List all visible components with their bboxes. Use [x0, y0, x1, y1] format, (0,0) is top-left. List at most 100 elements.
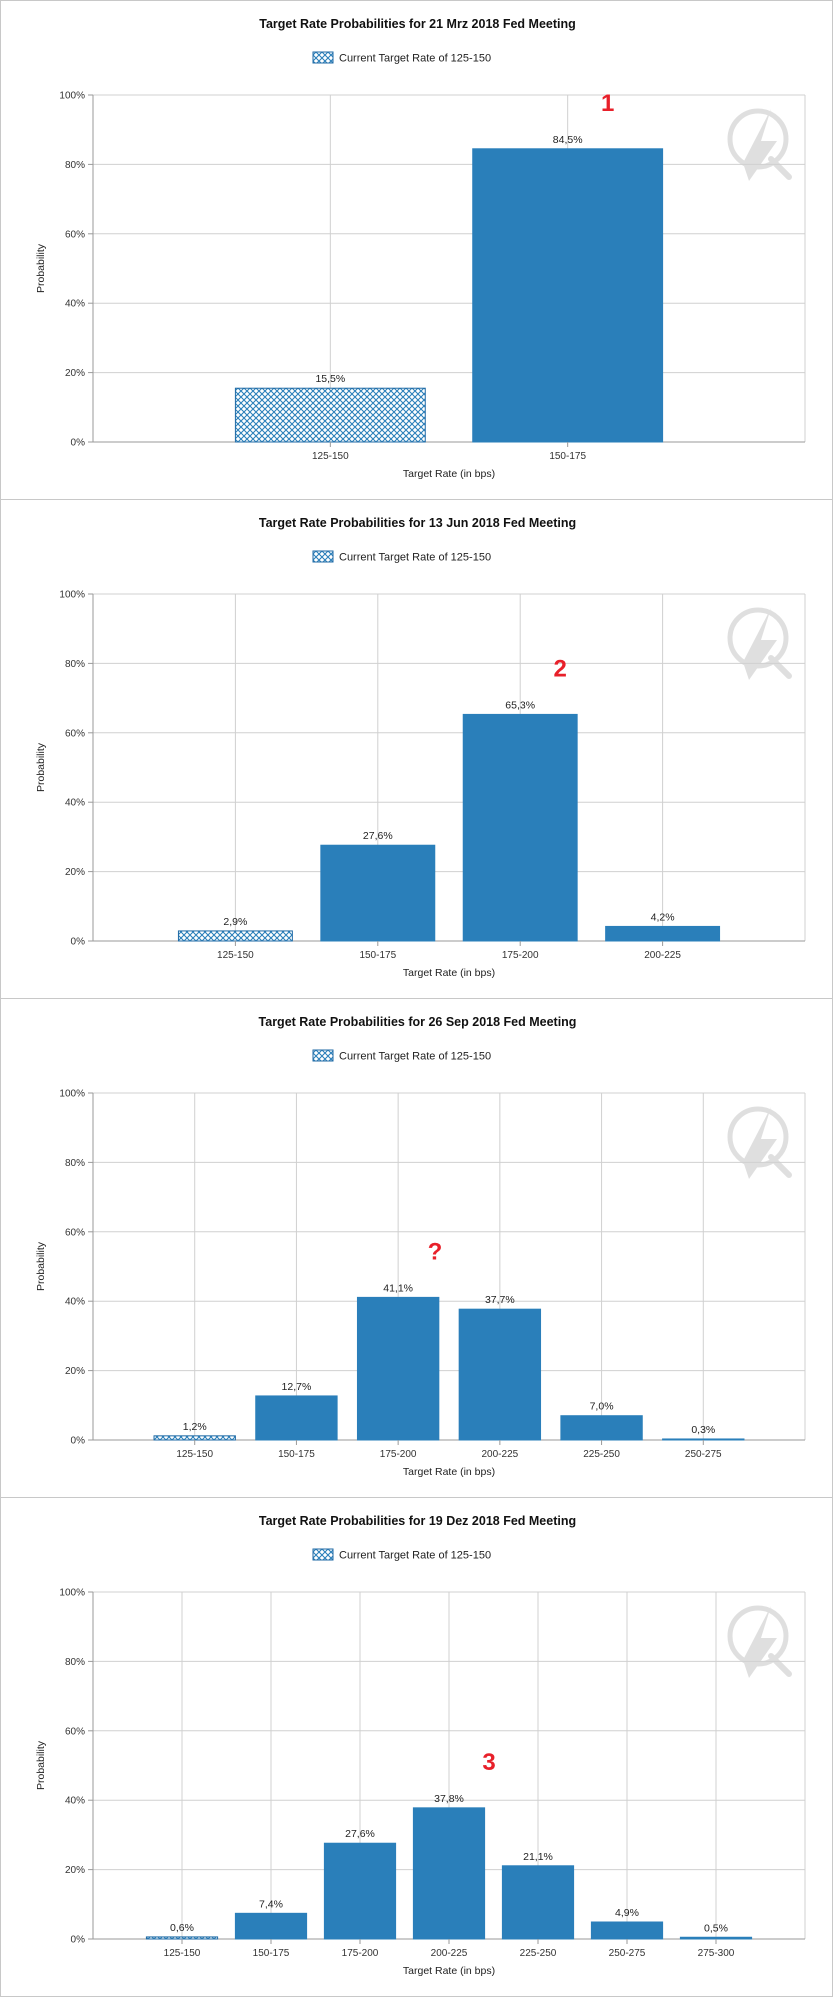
ytick-label: 80%: [65, 1158, 85, 1169]
xtick-label: 125-150: [176, 1449, 213, 1460]
bar-value-label: 0,5%: [704, 1922, 728, 1934]
annotation-marker: ?: [428, 1238, 443, 1265]
bar-175-200: [462, 713, 578, 942]
legend-swatch: [312, 550, 334, 563]
ytick-label: 100%: [59, 1089, 85, 1100]
xtick-label: 150-175: [359, 950, 396, 961]
xtick-label: 250-275: [609, 1948, 646, 1959]
bar-value-label: 4,2%: [651, 911, 675, 923]
bar-275-300: [679, 1936, 753, 1940]
xtick-label: 125-150: [164, 1948, 201, 1959]
chart-panel-4: Target Rate Probabilities for 19 Dez 201…: [0, 1497, 833, 1997]
ytick-label: 80%: [65, 160, 85, 171]
x-axis-title: Target Rate (in bps): [403, 1466, 495, 1478]
chart-svg: Target Rate Probabilities for 19 Dez 201…: [35, 1514, 806, 1977]
ytick-label: 80%: [65, 1657, 85, 1668]
y-axis-title: Probability: [35, 243, 47, 293]
xtick-label: 175-200: [502, 950, 539, 961]
legend-label: Current Target Rate of 125-150: [339, 1550, 491, 1562]
bar-value-label: 2,9%: [223, 916, 247, 928]
ytick-label: 100%: [59, 590, 85, 601]
ytick-label: 80%: [65, 659, 85, 670]
chart-panel-3: Target Rate Probabilities for 26 Sep 201…: [0, 998, 833, 1498]
chart-title: Target Rate Probabilities for 21 Mrz 201…: [259, 17, 576, 31]
ytick-label: 40%: [65, 1297, 85, 1308]
bar-value-label: 7,0%: [590, 1401, 614, 1413]
legend-label: Current Target Rate of 125-150: [339, 552, 491, 564]
ytick-label: 20%: [65, 368, 85, 379]
bar-125-150: [153, 1435, 236, 1441]
x-axis-title: Target Rate (in bps): [403, 1965, 495, 1977]
chart-title: Target Rate Probabilities for 26 Sep 201…: [259, 1015, 577, 1029]
xtick-label: 125-150: [312, 451, 349, 462]
bar-value-label: 21,1%: [523, 1851, 553, 1863]
bar-125-150: [177, 930, 293, 942]
xtick-label: 200-225: [482, 1449, 519, 1460]
bar-175-200: [323, 1842, 397, 1940]
x-axis-title: Target Rate (in bps): [403, 468, 495, 480]
bar-225-250: [501, 1865, 575, 1940]
chart-svg: Target Rate Probabilities for 21 Mrz 201…: [35, 17, 806, 480]
watermark-logo: [727, 1106, 792, 1179]
bar-200-225: [458, 1308, 542, 1441]
bar-value-label: 15,5%: [315, 373, 345, 385]
ytick-label: 0%: [71, 1436, 86, 1447]
bar-225-250: [560, 1415, 643, 1441]
ytick-label: 20%: [65, 1366, 85, 1377]
bar-value-label: 84,5%: [553, 134, 583, 146]
chart-svg: Target Rate Probabilities for 26 Sep 201…: [35, 1015, 806, 1478]
xtick-label: 275-300: [698, 1948, 735, 1959]
xtick-label: 225-250: [520, 1948, 557, 1959]
chart-panel-2: Target Rate Probabilities for 13 Jun 201…: [0, 499, 833, 999]
x-axis-title: Target Rate (in bps): [403, 967, 495, 979]
ytick-label: 60%: [65, 1227, 85, 1238]
bar-value-label: 0,6%: [170, 1922, 194, 1934]
ytick-label: 100%: [59, 91, 85, 102]
bar-value-label: 0,3%: [691, 1424, 715, 1436]
ytick-label: 100%: [59, 1588, 85, 1599]
chart-title: Target Rate Probabilities for 13 Jun 201…: [259, 516, 576, 530]
legend-swatch: [312, 1548, 334, 1561]
bar-value-label: 4,9%: [615, 1907, 639, 1919]
ytick-label: 60%: [65, 229, 85, 240]
ytick-label: 0%: [71, 1935, 86, 1946]
chart-title: Target Rate Probabilities for 19 Dez 201…: [259, 1514, 576, 1528]
ytick-label: 20%: [65, 867, 85, 878]
legend-label: Current Target Rate of 125-150: [339, 53, 491, 65]
watermark-logo: [727, 108, 792, 181]
y-axis-title: Probability: [35, 1740, 47, 1790]
ytick-label: 40%: [65, 798, 85, 809]
watermark-logo: [727, 1605, 792, 1678]
bar-value-label: 37,8%: [434, 1793, 464, 1805]
xtick-label: 175-200: [342, 1948, 379, 1959]
bar-150-175: [320, 844, 436, 942]
legend-swatch: [312, 1049, 334, 1062]
annotation-marker: 2: [554, 655, 567, 682]
bar-value-label: 12,7%: [282, 1381, 312, 1393]
annotation-marker: 1: [601, 90, 614, 117]
annotation-marker: 3: [482, 1749, 495, 1776]
ytick-label: 0%: [71, 438, 86, 449]
bar-value-label: 7,4%: [259, 1898, 283, 1910]
xtick-label: 150-175: [253, 1948, 290, 1959]
y-axis-title: Probability: [35, 1241, 47, 1291]
ytick-label: 60%: [65, 728, 85, 739]
bar-value-label: 27,6%: [363, 830, 393, 842]
xtick-label: 125-150: [217, 950, 254, 961]
xtick-label: 200-225: [431, 1948, 468, 1959]
chart-svg: Target Rate Probabilities for 13 Jun 201…: [35, 516, 806, 979]
xtick-label: 250-275: [685, 1449, 722, 1460]
bar-150-175: [234, 1912, 308, 1940]
bar-value-label: 65,3%: [505, 699, 535, 711]
ytick-label: 60%: [65, 1726, 85, 1737]
xtick-label: 225-250: [583, 1449, 620, 1460]
bar-125-150: [234, 387, 426, 443]
y-axis-title: Probability: [35, 742, 47, 792]
ytick-label: 20%: [65, 1865, 85, 1876]
bar-250-275: [590, 1921, 664, 1940]
xtick-label: 200-225: [644, 950, 681, 961]
watermark-logo: [727, 607, 792, 680]
chart-panel-1: Target Rate Probabilities for 21 Mrz 201…: [0, 0, 833, 500]
ytick-label: 40%: [65, 299, 85, 310]
